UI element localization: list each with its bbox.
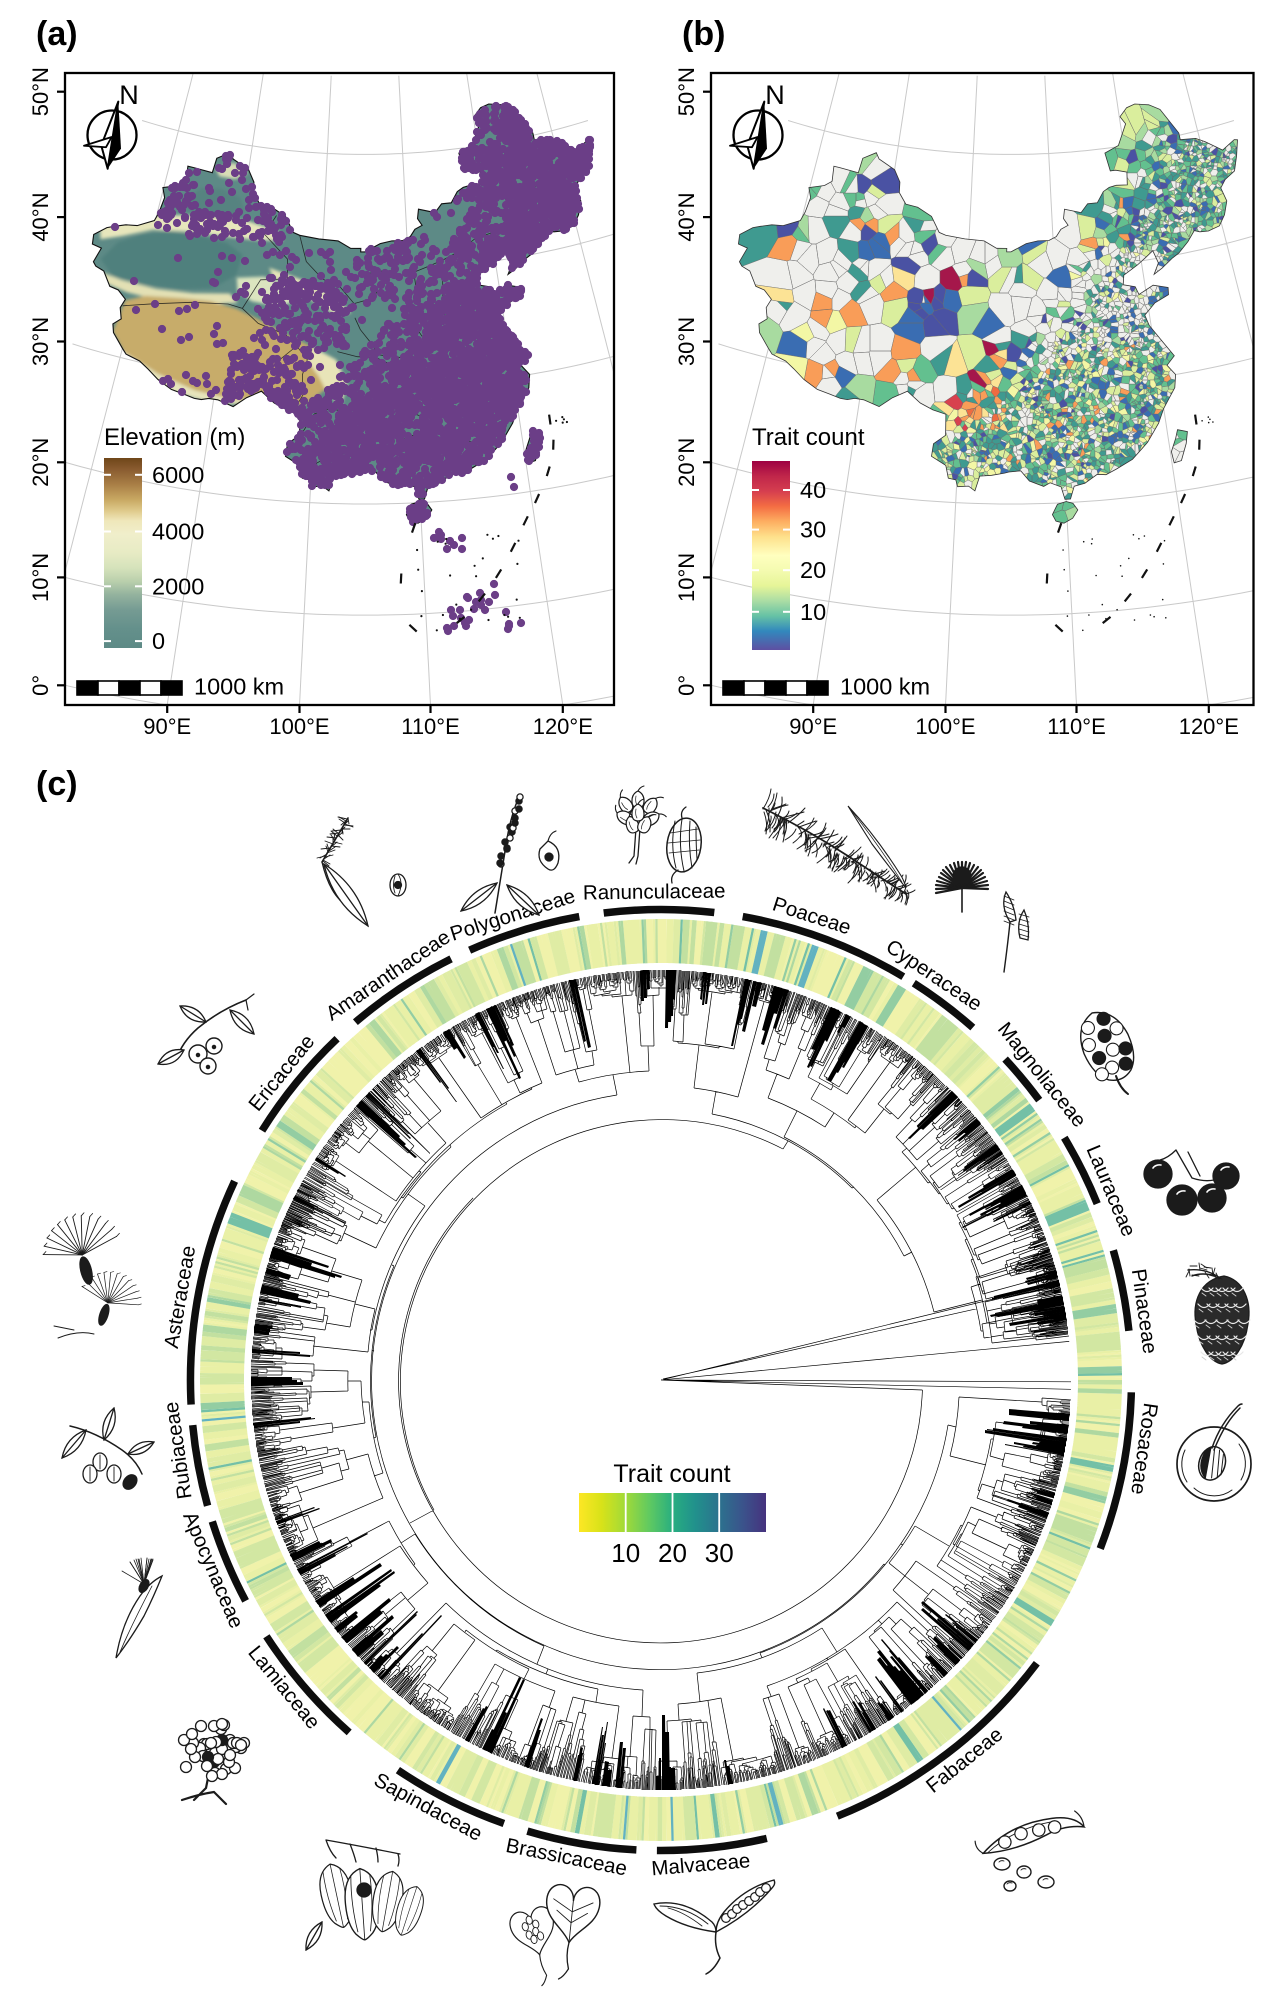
svg-text:Elevation (m): Elevation (m)	[104, 424, 245, 451]
svg-text:50°N: 50°N	[28, 67, 53, 116]
svg-text:10°N: 10°N	[28, 553, 53, 602]
svg-text:40: 40	[800, 477, 826, 503]
svg-text:120°E: 120°E	[533, 714, 593, 739]
svg-text:30°N: 30°N	[674, 317, 699, 366]
svg-text:2000: 2000	[152, 573, 204, 599]
svg-text:4000: 4000	[152, 519, 204, 545]
svg-text:20: 20	[658, 1538, 687, 1568]
svg-text:100°E: 100°E	[269, 714, 329, 739]
svg-text:(b): (b)	[682, 15, 725, 53]
svg-text:30: 30	[800, 517, 826, 543]
svg-text:90°E: 90°E	[789, 714, 837, 739]
svg-text:30°N: 30°N	[28, 317, 53, 366]
svg-text:90°E: 90°E	[143, 714, 191, 739]
svg-text:10°N: 10°N	[674, 553, 699, 602]
svg-text:10: 10	[611, 1538, 640, 1568]
svg-text:120°E: 120°E	[1179, 714, 1239, 739]
svg-text:50°N: 50°N	[674, 67, 699, 116]
svg-text:10: 10	[800, 599, 826, 625]
svg-text:40°N: 40°N	[28, 193, 53, 242]
svg-text:N: N	[765, 80, 785, 110]
svg-text:N: N	[119, 80, 139, 110]
svg-text:Trait count: Trait count	[752, 424, 865, 451]
svg-text:20: 20	[800, 557, 826, 583]
svg-text:0: 0	[152, 628, 165, 654]
svg-text:1000 km: 1000 km	[840, 674, 930, 700]
svg-text:40°N: 40°N	[674, 193, 699, 242]
svg-text:0°: 0°	[28, 675, 53, 696]
svg-text:0°: 0°	[674, 675, 699, 696]
svg-text:(a): (a)	[36, 15, 78, 53]
svg-text:1000 km: 1000 km	[194, 674, 284, 700]
svg-text:100°E: 100°E	[915, 714, 975, 739]
svg-text:20°N: 20°N	[674, 438, 699, 487]
svg-text:Trait count: Trait count	[613, 1460, 730, 1488]
svg-text:(c): (c)	[36, 765, 78, 803]
svg-text:110°E: 110°E	[401, 714, 460, 739]
svg-text:20°N: 20°N	[28, 438, 53, 487]
svg-text:110°E: 110°E	[1047, 714, 1106, 739]
svg-text:30: 30	[705, 1538, 734, 1568]
svg-text:Ranunculaceae: Ranunculaceae	[583, 880, 726, 905]
svg-text:6000: 6000	[152, 462, 204, 488]
